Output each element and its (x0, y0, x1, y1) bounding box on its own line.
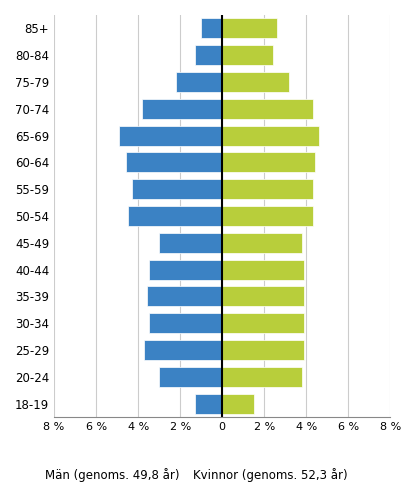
Bar (222, 286, 304, 306)
Bar (119, 126, 222, 146)
Bar (222, 99, 312, 119)
Bar (132, 179, 222, 199)
Bar (222, 393, 254, 413)
Bar (195, 45, 222, 65)
Bar (222, 72, 290, 92)
Bar (128, 206, 222, 226)
Bar (159, 367, 222, 387)
Bar (149, 313, 222, 333)
Bar (149, 260, 222, 279)
Bar (222, 233, 302, 253)
Bar (222, 126, 319, 146)
Bar (201, 18, 222, 38)
Bar (146, 286, 222, 306)
Bar (159, 233, 222, 253)
Bar (222, 260, 304, 279)
Bar (222, 313, 304, 333)
Bar (144, 340, 222, 360)
Bar (195, 393, 222, 413)
Bar (222, 179, 312, 199)
Bar (176, 72, 222, 92)
Bar (222, 45, 272, 65)
Bar (222, 367, 302, 387)
Bar (222, 152, 315, 172)
Bar (142, 99, 222, 119)
Text: Kvinnor (genoms. 52,3 år): Kvinnor (genoms. 52,3 år) (193, 468, 348, 482)
Text: Män (genoms. 49,8 år): Män (genoms. 49,8 år) (45, 468, 180, 482)
Bar (222, 340, 304, 360)
Bar (222, 206, 312, 226)
Bar (222, 18, 277, 38)
Bar (126, 152, 222, 172)
